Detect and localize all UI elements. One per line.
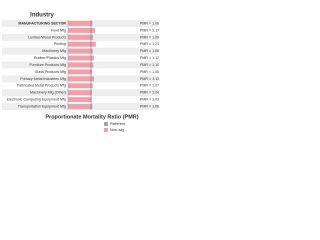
category-label: Furniture Products Mfg [29, 63, 66, 67]
category-label: Rubber/Plastics Mfg [34, 56, 66, 60]
value-label: PMR = 1.06 [140, 104, 159, 108]
bar [68, 55, 94, 61]
category-label: Glass Products Mfg [35, 70, 66, 74]
chart: Industry Proportionate Mortality Ratio (… [2, 13, 159, 132]
value-label: PMR = 1.12 [140, 56, 159, 60]
value-label: PMR = 1.05 [140, 70, 159, 74]
bar [68, 76, 94, 82]
category-label: Transportation Equipment Mfg [18, 104, 66, 108]
value-label: PMR = 1.13 [140, 77, 159, 81]
bar [68, 62, 94, 68]
bar [68, 83, 93, 89]
category-label: Machinery Mfg [42, 49, 66, 53]
category-label: Fabricated Metal Products Mfg [17, 84, 66, 88]
value-label: PMR = 1.06 [140, 21, 159, 25]
chart-title: Industry [30, 13, 54, 19]
bar [68, 90, 92, 96]
value-label: PMR = 1.21 [140, 42, 159, 46]
category-label: Machinery Mfg (Other) [30, 91, 66, 95]
category-label: Printing [54, 42, 66, 46]
bar [68, 34, 94, 40]
value-label: PMR = 1.03 [140, 98, 159, 102]
value-label: PMR = 1.09 [140, 35, 159, 39]
legend-swatch [104, 128, 108, 132]
value-label: PMR = 1.07 [140, 84, 159, 88]
value-label: PMR = 1.10 [140, 63, 159, 67]
value-label: PMR = 1.04 [140, 91, 159, 95]
bar [68, 97, 92, 103]
category-label: Lumber/Wood Products [28, 35, 66, 39]
category-label: Primary Metal Industries Mfg [20, 77, 66, 81]
category-label: MANUFACTURING SECTOR [18, 21, 66, 25]
x-axis-title: Proportionate Mortality Ratio (PMR) [45, 114, 138, 120]
legend-swatch [104, 122, 108, 126]
bar [68, 48, 93, 54]
bar [68, 27, 95, 33]
bar [68, 69, 93, 75]
bar [68, 41, 96, 47]
value-label: PMR = 1.08 [140, 49, 159, 53]
value-label: PMR = 1.17 [140, 28, 159, 32]
legend-label: Referent [110, 121, 126, 126]
category-label: Electronic Computing Equipment Mfg [7, 98, 66, 102]
bar [68, 21, 93, 26]
category-label: Food Mfg [51, 28, 66, 32]
bar [68, 104, 93, 109]
legend-label: Non-sig [110, 127, 124, 132]
